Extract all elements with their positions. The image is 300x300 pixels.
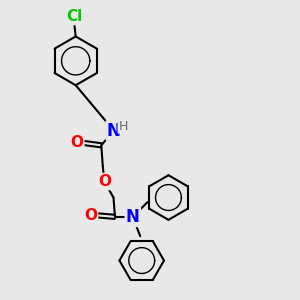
Text: N: N bbox=[107, 122, 121, 140]
Text: O: O bbox=[84, 208, 97, 223]
Text: N: N bbox=[126, 208, 140, 226]
Text: H: H bbox=[118, 120, 128, 133]
Text: O: O bbox=[70, 135, 83, 150]
Text: O: O bbox=[98, 174, 111, 189]
Text: Cl: Cl bbox=[66, 9, 82, 24]
